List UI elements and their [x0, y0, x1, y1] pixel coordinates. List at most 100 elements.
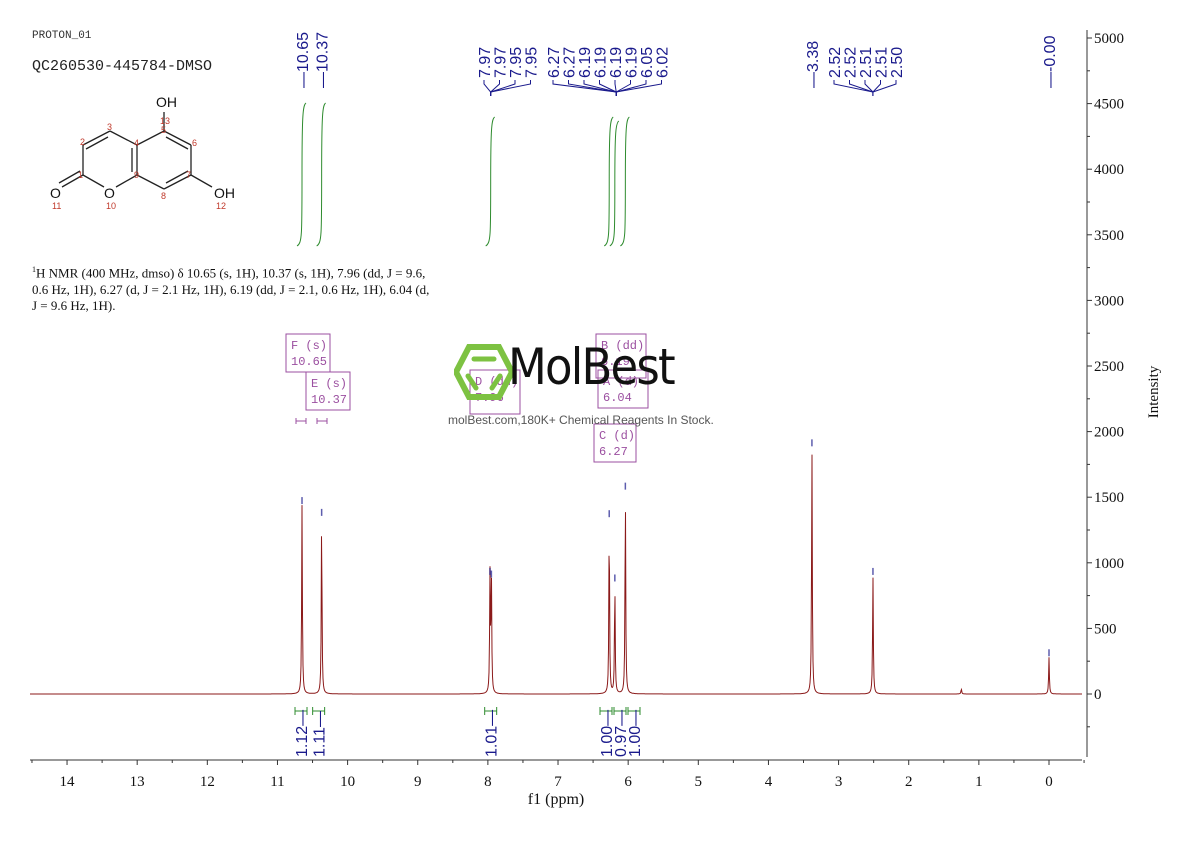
x-tick-label: 10 — [340, 774, 355, 790]
peak-label: 2.51 — [858, 47, 875, 78]
multiplet-label: D (dd) — [475, 375, 518, 389]
integral-value: 1.00— — [627, 710, 644, 757]
experiment-label: PROTON_01 — [32, 30, 92, 42]
integral-bracket — [599, 707, 613, 715]
peak-label: —10.65 — [295, 32, 312, 88]
x-tick-label: 12 — [200, 774, 215, 790]
x-tick-label: 6 — [624, 774, 632, 790]
multiplet-box — [593, 423, 637, 463]
multiplet-range — [295, 418, 307, 424]
peak-connector — [483, 80, 492, 96]
integral-curve — [296, 102, 307, 247]
peak-label: 7.97 — [493, 47, 510, 78]
y-tick-label: 0 — [1094, 687, 1102, 703]
peak-label: 2.50 — [889, 47, 906, 78]
integral-curve — [603, 116, 614, 247]
chemical-structure: OH OH O O 13 12 11 10 1 2 3 4 5 6 7 8 9 — [50, 94, 235, 211]
atom-num-9: 9 — [134, 170, 139, 180]
integral-labels: 1.12— 1.11— 1.01— 1.00—0.97—1.00— — [294, 707, 644, 757]
multiplet-label: E (s) — [311, 377, 347, 391]
atom-num-1: 1 — [78, 170, 83, 180]
integral-bracket — [627, 707, 641, 715]
x-tick-label: 8 — [484, 774, 492, 790]
integral-value: 1.11— — [312, 711, 329, 757]
integral-value: 1.00— — [599, 710, 616, 757]
multiplet-shift: 6.19 — [601, 355, 630, 369]
peak-label: —3.38 — [805, 41, 822, 88]
sample-id: QC260530-445784-DMSO — [32, 58, 213, 75]
y-tick-label: 1000 — [1094, 556, 1124, 572]
peak-connector — [864, 80, 874, 96]
peak-connector — [615, 80, 631, 96]
multiplet-label: F (s) — [291, 339, 327, 353]
multiplet-boxes: F (s) 10.65 E (s) 10.37 D (dd) 7.96 B (dd) 6.19… — [285, 333, 649, 463]
x-tick-label: 7 — [554, 774, 562, 790]
x-tick-label: 1 — [975, 774, 983, 790]
multiplet-shift: 7.96 — [475, 391, 504, 405]
atom-num-4: 4 — [134, 138, 139, 148]
atom-o-11: O — [50, 185, 61, 201]
y-tick-label: 3500 — [1094, 228, 1124, 244]
peak-connector — [872, 80, 897, 96]
peak-label: 6.19 — [624, 47, 641, 78]
peak-markers — [301, 439, 1050, 657]
atom-num-11: 11 — [52, 201, 61, 211]
x-tick-label: 0 — [1045, 774, 1053, 790]
peak-label: 2.51 — [874, 47, 891, 78]
x-tick-label: 11 — [270, 774, 284, 790]
y-tick-label: 5000 — [1094, 31, 1124, 47]
peak-connector — [490, 80, 500, 96]
nmr-summary: 1H NMR (400 MHz, dmso) δ 10.65 (s, 1H), … — [32, 265, 430, 314]
multiplet-shift: 10.37 — [311, 393, 347, 407]
integral-value: 1.12— — [294, 710, 311, 757]
multiplet-box — [597, 369, 649, 409]
peak-list-labels: —10.65 —10.37 7.977.977.957.95 6.276.276.19… — [295, 32, 1059, 96]
peak-label: 6.27 — [546, 47, 563, 78]
y-tick-label: 1500 — [1094, 490, 1124, 506]
x-tick-label: 5 — [695, 774, 703, 790]
peak-connector — [568, 80, 617, 96]
integral-bracket — [613, 707, 627, 715]
y-tick-label: 2500 — [1094, 359, 1124, 375]
atom-num-5: 5 — [161, 125, 166, 135]
atom-num-10: 10 — [106, 201, 116, 211]
multiplet-range — [316, 418, 328, 424]
multiplet-label: A (d) — [603, 375, 639, 389]
x-tick-label: 14 — [60, 774, 76, 790]
integral-bracket — [484, 707, 498, 715]
peak-label: 2.52 — [827, 47, 844, 78]
integral-bracket — [294, 707, 308, 715]
atom-num-13: 13 — [160, 116, 170, 126]
peak-label: 6.02 — [655, 47, 672, 78]
peak-label: 7.95 — [524, 47, 541, 78]
multiplet-label: B (dd) — [601, 339, 644, 353]
x-tick-label: 2 — [905, 774, 913, 790]
y-tick-label: 4000 — [1094, 162, 1124, 178]
integral-curve — [485, 116, 496, 247]
atom-num-2: 2 — [80, 137, 85, 147]
integral-value: 1.01— — [484, 710, 501, 757]
y-tick-label: 2000 — [1094, 425, 1124, 441]
spectrum-line — [30, 454, 1082, 695]
multiplet-box — [595, 333, 647, 379]
y-tick-label: 3000 — [1094, 293, 1124, 309]
peak-connector — [583, 80, 617, 96]
atom-num-7: 7 — [186, 170, 191, 180]
peak-label: 7.97 — [477, 47, 494, 78]
x-axis-label: f1 (ppm) — [528, 791, 584, 808]
peak-label: 7.95 — [508, 47, 525, 78]
x-tick-label: 3 — [835, 774, 843, 790]
integral-curves — [296, 102, 630, 247]
atom-oh-13: OH — [156, 94, 177, 110]
multiplet-shift: 6.04 — [603, 391, 632, 405]
multiplet-box — [305, 371, 351, 411]
x-tick-label: 13 — [130, 774, 145, 790]
atom-num-8: 8 — [161, 191, 166, 201]
y-tick-label: 500 — [1094, 621, 1117, 637]
peak-label: 2.52 — [843, 47, 860, 78]
integral-bracket — [312, 707, 326, 715]
peak-connector — [490, 80, 531, 96]
peak-label: 6.27 — [562, 47, 579, 78]
peak-connector — [833, 80, 874, 96]
